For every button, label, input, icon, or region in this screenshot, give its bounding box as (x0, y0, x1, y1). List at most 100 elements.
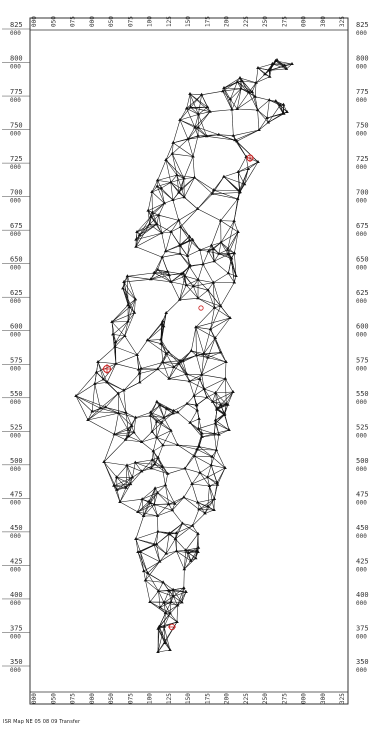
x-tick-label-top: 050 (108, 16, 115, 27)
y-tick-sub-left: 000 (10, 633, 21, 640)
station-triangle (126, 303, 130, 306)
station-triangle (155, 367, 160, 371)
station-triangle (194, 403, 199, 406)
network-edge (114, 432, 134, 435)
network-edge (75, 395, 89, 421)
station-triangle (263, 72, 267, 76)
station-triangle (200, 434, 204, 438)
station-triangle (155, 513, 160, 517)
network-edge (154, 503, 175, 505)
station-triangle (253, 94, 257, 98)
station-triangle (159, 341, 163, 345)
network-edge (184, 275, 199, 281)
station-triangle (74, 394, 78, 397)
network-edge (220, 198, 238, 221)
network-edge (135, 412, 151, 418)
station-triangle (141, 514, 146, 517)
network-edge (129, 299, 136, 308)
x-tick-label-bottom: 050 (108, 693, 115, 704)
network-edge (212, 391, 234, 402)
station-triangle (212, 305, 217, 309)
network-edge (196, 404, 200, 419)
station-triangle (210, 191, 215, 195)
y-tick-label-left: 575 (10, 356, 23, 364)
station-triangle (211, 247, 216, 251)
network-edge (202, 251, 209, 265)
station-triangle (155, 267, 160, 271)
network-edge (125, 432, 135, 441)
network-edge (165, 159, 178, 176)
network-edge (154, 272, 172, 283)
network-edge (172, 192, 180, 201)
x-tick-label-bottom: 275 (281, 693, 288, 704)
station-triangle (270, 61, 275, 65)
network-edge (174, 497, 184, 504)
station-triangle (136, 550, 140, 553)
station-triangle (198, 470, 202, 474)
network-edge (210, 317, 231, 330)
network-edge (202, 261, 215, 265)
network-edge (236, 129, 260, 142)
network-edge (214, 337, 227, 363)
network-edge (127, 276, 136, 300)
network-edge (207, 465, 212, 478)
network-edge (127, 312, 135, 322)
network-edge (154, 492, 158, 505)
station-triangle (159, 337, 163, 341)
network-edge (207, 357, 227, 363)
network-edge (180, 273, 187, 286)
station-triangle (184, 590, 188, 593)
network-edge (165, 244, 181, 252)
station-triangle (196, 125, 200, 129)
network-edge (92, 411, 119, 414)
network-edge (111, 321, 126, 337)
network-edge (189, 93, 211, 112)
network-edge (157, 510, 173, 517)
y-tick-label-right: 550 (356, 390, 369, 398)
network-edge (184, 552, 189, 570)
network-edge (140, 551, 145, 572)
x-tick-label-top: 200 (224, 16, 231, 27)
network-edge (118, 382, 140, 394)
network-edge (157, 445, 164, 458)
network-edge (191, 327, 197, 351)
network-edge (168, 363, 180, 379)
network-edge (218, 242, 222, 254)
station-triangle (212, 497, 217, 500)
network-edge (178, 192, 198, 210)
network-edge (147, 572, 164, 583)
network-edge (234, 129, 260, 141)
network-edge (103, 461, 117, 478)
network-edge (135, 538, 141, 552)
network-edge (233, 192, 240, 222)
network-edge (198, 127, 207, 137)
network-edge (156, 223, 172, 233)
station-triangle (156, 650, 160, 653)
network-edge (115, 321, 129, 343)
network-edge (100, 408, 119, 414)
y-tick-sub-right: 000 (356, 30, 367, 37)
network-edge (165, 153, 173, 161)
station-triangle (164, 551, 168, 555)
network-edge (194, 395, 207, 398)
network-edge (192, 525, 199, 535)
network-edge (186, 373, 200, 380)
station-triangle (156, 455, 160, 459)
network-edge (225, 361, 227, 379)
network-edge (185, 533, 199, 551)
network-edge (172, 153, 194, 157)
network-edge (112, 334, 117, 364)
network-edge (201, 90, 223, 96)
station-triangle (212, 508, 216, 511)
network-edge (190, 550, 198, 562)
station-triangle (169, 600, 173, 603)
network-edge (135, 462, 142, 472)
network-edge (193, 378, 201, 396)
station-triangle (152, 502, 157, 506)
station-triangle (237, 188, 242, 192)
network-edge (211, 449, 217, 457)
network-edge (193, 286, 199, 299)
network-edge (147, 561, 160, 574)
station-triangle (217, 251, 221, 255)
